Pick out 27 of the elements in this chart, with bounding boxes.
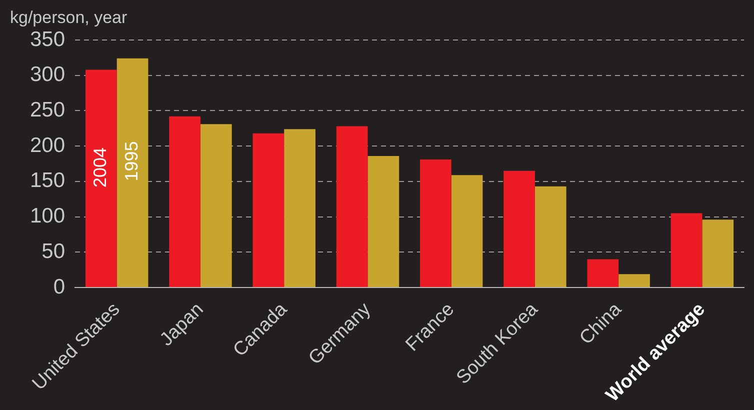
y-tick-label: 150 [30, 169, 66, 192]
y-tick-label: 250 [30, 98, 66, 122]
y-tick-label: 0 [53, 275, 66, 298]
y-tick-label: 300 [30, 63, 66, 86]
bar [252, 133, 284, 288]
bar [169, 116, 200, 288]
y-axis-title: kg/person, year [10, 8, 128, 28]
bar [368, 156, 400, 288]
bar [85, 70, 117, 288]
bar [618, 274, 650, 288]
bar [504, 170, 535, 288]
bar [116, 58, 148, 288]
bar [587, 259, 619, 288]
bar [451, 175, 483, 288]
bar [420, 160, 452, 288]
bar [284, 129, 316, 288]
y-tick-label: 100 [30, 204, 66, 228]
bar [200, 124, 232, 288]
bar [670, 213, 702, 288]
bar [336, 126, 368, 288]
bar [702, 220, 734, 288]
bar [534, 186, 566, 288]
series-label: 2004 [90, 147, 110, 188]
y-tick-label: 200 [30, 134, 66, 157]
y-tick-label: 50 [42, 240, 66, 263]
series-label: 1995 [121, 141, 142, 182]
y-tick-label: 350 [30, 28, 66, 51]
